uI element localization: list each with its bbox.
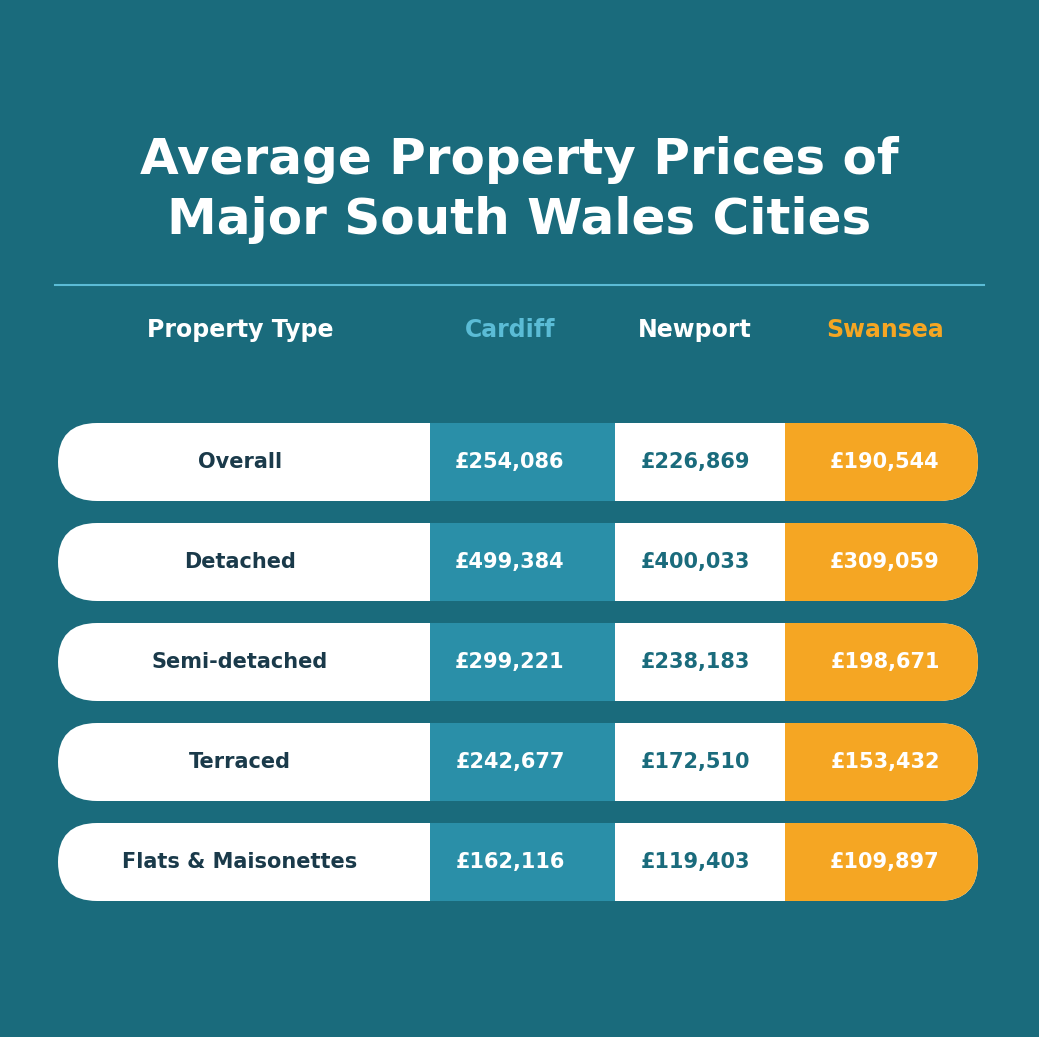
Bar — [785, 723, 978, 801]
Bar — [785, 823, 978, 901]
Bar — [615, 723, 785, 801]
Bar — [430, 623, 615, 701]
FancyBboxPatch shape — [58, 423, 978, 501]
Text: £162,116: £162,116 — [455, 852, 564, 872]
Text: Average Property Prices of: Average Property Prices of — [140, 136, 899, 184]
Bar — [615, 423, 785, 501]
Text: Newport: Newport — [638, 318, 752, 342]
Bar — [785, 423, 978, 501]
Text: £109,897: £109,897 — [830, 852, 940, 872]
FancyBboxPatch shape — [58, 523, 978, 601]
FancyBboxPatch shape — [58, 723, 978, 801]
Bar — [430, 423, 615, 501]
Text: £153,432: £153,432 — [830, 752, 939, 772]
Text: £119,403: £119,403 — [640, 852, 750, 872]
Bar — [430, 523, 615, 601]
Bar — [785, 523, 978, 601]
Bar — [615, 623, 785, 701]
Text: Detached: Detached — [184, 552, 296, 572]
Text: £198,671: £198,671 — [830, 652, 939, 672]
FancyBboxPatch shape — [58, 623, 978, 701]
Text: Terraced: Terraced — [189, 752, 291, 772]
Text: £254,086: £254,086 — [455, 452, 565, 472]
Text: £190,544: £190,544 — [830, 452, 940, 472]
Text: Property Type: Property Type — [146, 318, 334, 342]
FancyBboxPatch shape — [58, 823, 978, 901]
Text: £226,869: £226,869 — [640, 452, 750, 472]
Text: £242,677: £242,677 — [455, 752, 564, 772]
Text: £172,510: £172,510 — [640, 752, 750, 772]
Bar — [430, 723, 615, 801]
Text: Cardiff: Cardiff — [464, 318, 555, 342]
Text: Major South Wales Cities: Major South Wales Cities — [167, 196, 872, 244]
Bar — [615, 523, 785, 601]
Bar — [615, 823, 785, 901]
Bar — [430, 823, 615, 901]
Text: £309,059: £309,059 — [830, 552, 940, 572]
Text: £299,221: £299,221 — [455, 652, 565, 672]
Text: Flats & Maisonettes: Flats & Maisonettes — [123, 852, 357, 872]
Text: Swansea: Swansea — [826, 318, 943, 342]
Text: Overall: Overall — [198, 452, 282, 472]
Text: £499,384: £499,384 — [455, 552, 565, 572]
Text: Semi-detached: Semi-detached — [152, 652, 328, 672]
Text: £238,183: £238,183 — [640, 652, 750, 672]
Bar — [785, 623, 978, 701]
Text: £400,033: £400,033 — [640, 552, 750, 572]
